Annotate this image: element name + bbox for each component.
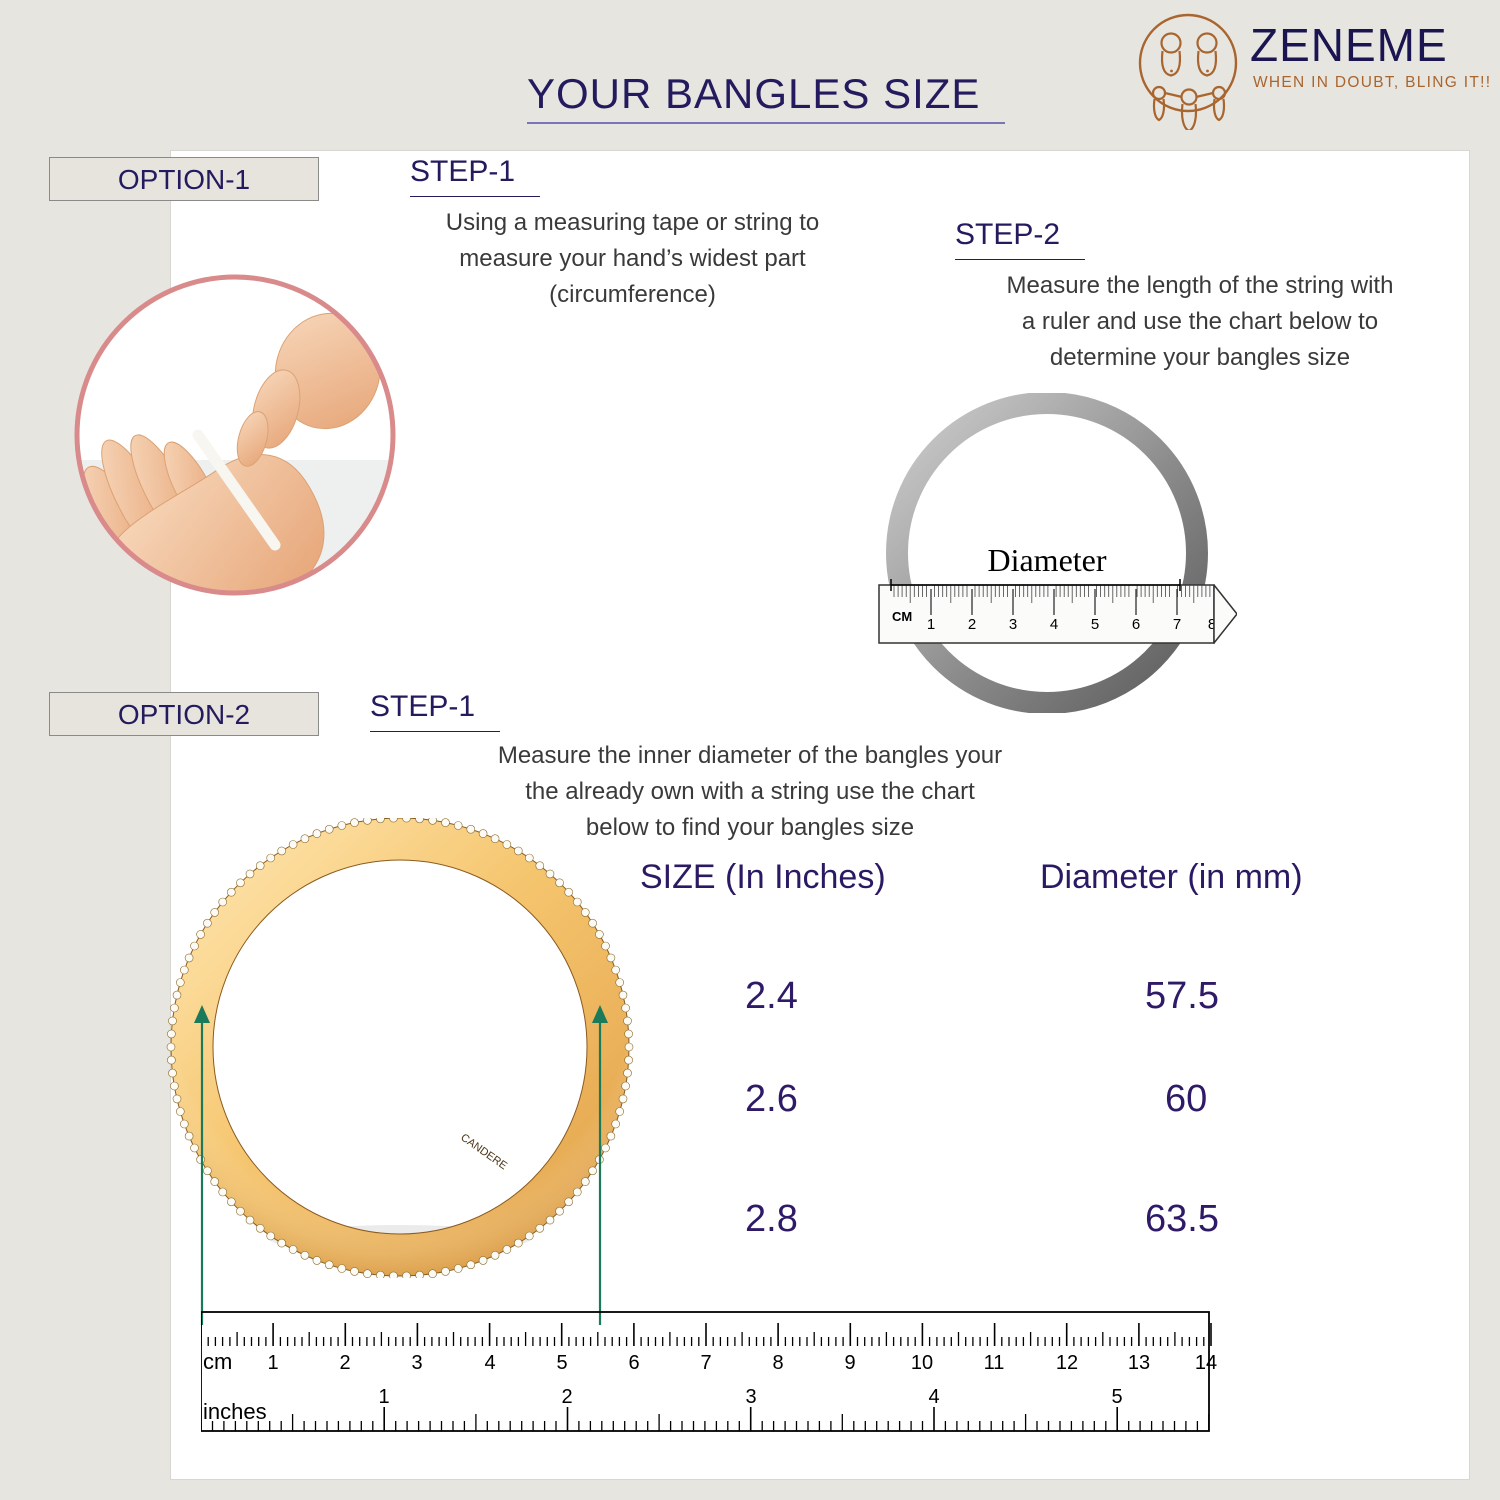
- svg-text:6: 6: [628, 1352, 639, 1374]
- svg-text:1: 1: [927, 616, 935, 633]
- svg-text:5: 5: [1091, 616, 1099, 633]
- svg-text:8: 8: [772, 1352, 783, 1374]
- svg-text:3: 3: [745, 1386, 756, 1408]
- svg-text:2: 2: [339, 1352, 350, 1374]
- svg-text:Diameter: Diameter: [987, 542, 1106, 578]
- svg-text:cm: cm: [203, 1349, 232, 1374]
- svg-text:2: 2: [561, 1386, 572, 1408]
- svg-text:13: 13: [1128, 1352, 1150, 1374]
- svg-text:5: 5: [1111, 1386, 1122, 1408]
- svg-text:CM: CM: [892, 609, 912, 624]
- svg-text:10: 10: [911, 1352, 933, 1374]
- svg-text:11: 11: [984, 1352, 1005, 1374]
- svg-text:4: 4: [1050, 616, 1058, 633]
- svg-text:4: 4: [928, 1386, 939, 1408]
- svg-text:inches: inches: [203, 1399, 267, 1424]
- svg-text:4: 4: [484, 1352, 495, 1374]
- svg-text:3: 3: [411, 1352, 422, 1374]
- svg-text:2: 2: [968, 616, 976, 633]
- svg-text:12: 12: [1056, 1352, 1078, 1374]
- svg-text:6: 6: [1132, 616, 1140, 633]
- svg-text:9: 9: [844, 1352, 855, 1374]
- svg-text:7: 7: [700, 1352, 711, 1374]
- svg-text:3: 3: [1009, 616, 1017, 633]
- svg-text:1: 1: [267, 1352, 278, 1374]
- svg-text:1: 1: [378, 1386, 389, 1408]
- svg-text:5: 5: [556, 1352, 567, 1374]
- svg-text:14: 14: [1195, 1352, 1217, 1374]
- svg-text:7: 7: [1173, 616, 1181, 633]
